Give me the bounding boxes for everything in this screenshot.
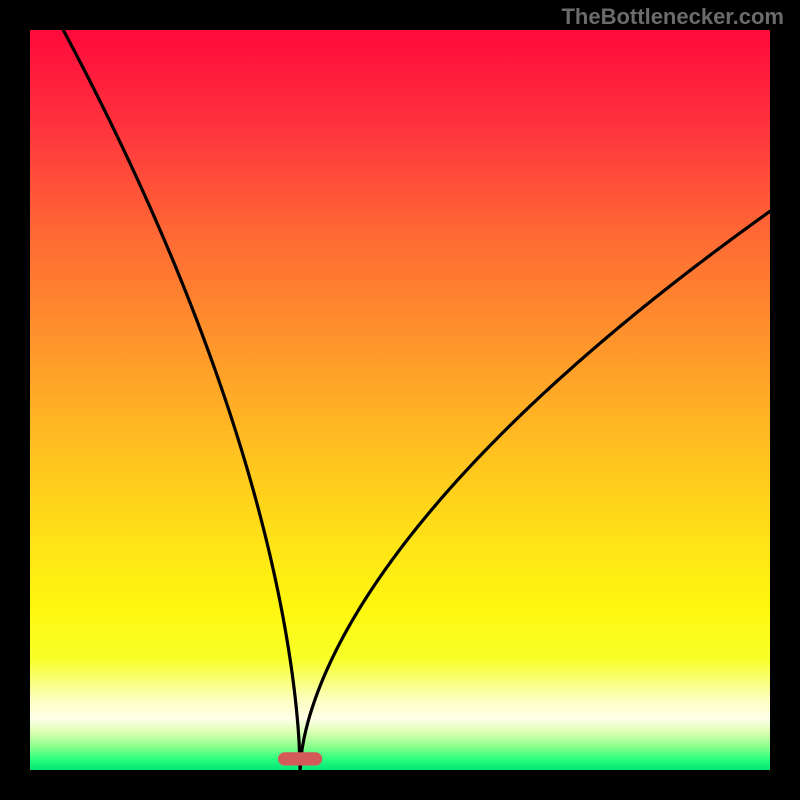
chart-svg: [0, 0, 800, 800]
vertex-marker: [278, 752, 322, 765]
gradient-background: [30, 30, 770, 770]
plot-area: [30, 30, 770, 770]
chart-stage: TheBottlenecker.com: [0, 0, 800, 800]
